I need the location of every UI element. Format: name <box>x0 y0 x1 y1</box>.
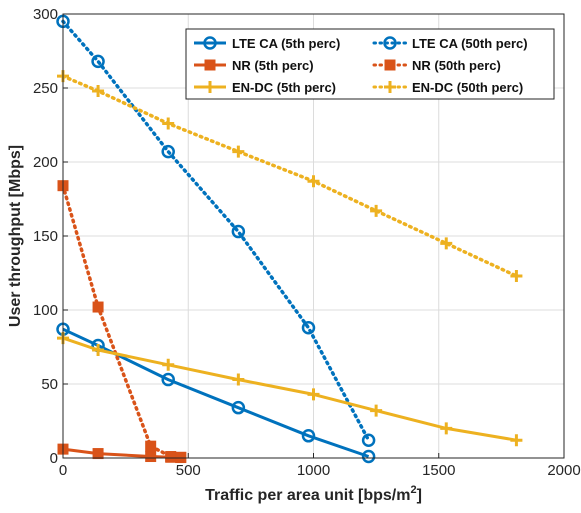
x-axis-label: Traffic per area unit [bps/m2] <box>205 484 422 504</box>
data-point <box>370 204 383 217</box>
legend-marker <box>203 36 217 50</box>
series-line <box>61 19 371 442</box>
series-line <box>61 74 519 278</box>
data-point <box>161 372 175 387</box>
series-line <box>62 336 517 442</box>
data-point <box>165 451 177 463</box>
y-tick-label: 200 <box>33 154 58 171</box>
data-point <box>361 449 376 464</box>
legend-marker <box>384 81 396 93</box>
data-point <box>301 321 316 335</box>
legend-marker <box>384 59 396 71</box>
legend-entry: NR (5th perc) <box>232 58 314 73</box>
data-point <box>162 358 175 371</box>
y-tick-label: 50 <box>41 376 58 393</box>
data-point <box>370 404 383 417</box>
x-tick-label: 0 <box>59 462 67 479</box>
x-tick-label: 1500 <box>422 462 455 479</box>
data-point <box>92 301 104 313</box>
data-point <box>440 237 453 250</box>
legend-marker <box>383 36 397 50</box>
data-point <box>92 448 104 460</box>
ticks: 0 500 1000 1500 2000 0 50 100 150 200 250 300 <box>33 6 581 479</box>
x-tick-label: 500 <box>176 462 201 479</box>
data-point <box>510 269 523 282</box>
legend-box <box>185 28 555 100</box>
x-tick-label: 1000 <box>297 462 330 479</box>
x-tick-label: 2000 <box>547 462 580 479</box>
data-point <box>161 144 175 159</box>
legend-entry: LTE CA (50th perc) <box>412 36 528 51</box>
y-tick-label: 300 <box>33 6 58 23</box>
data-point <box>440 422 453 435</box>
legend-entry: EN-DC (5th perc) <box>232 80 336 95</box>
data-point <box>92 343 105 356</box>
data-point <box>162 117 175 130</box>
data-point <box>307 175 320 188</box>
series-5 <box>57 332 523 447</box>
legend-entry: NR (50th perc) <box>412 58 501 73</box>
data-point <box>92 84 105 97</box>
data-point <box>175 451 187 463</box>
legend-marker <box>204 59 216 71</box>
series-1 <box>56 322 376 464</box>
data-point <box>231 224 246 239</box>
data-point <box>232 145 245 158</box>
y-tick-label: 250 <box>33 80 58 97</box>
data-point <box>91 54 105 69</box>
data-point <box>307 388 320 401</box>
data-point <box>510 434 523 447</box>
data-point <box>145 440 157 452</box>
y-tick-label: 100 <box>33 302 58 319</box>
y-axis-label: User throughput [Mbps] <box>7 145 24 327</box>
legend: LTE CA (5th perc) LTE CA (50th perc) NR (5… <box>185 28 555 100</box>
legend-entry: EN-DC (50th perc) <box>412 80 523 95</box>
y-tick-label: 0 <box>50 450 58 467</box>
y-tick-label: 150 <box>33 228 58 245</box>
legend-marker <box>204 81 216 93</box>
data-point <box>361 433 376 447</box>
legend-entry: LTE CA (5th perc) <box>232 36 340 51</box>
data-point <box>232 373 245 386</box>
data-point <box>145 451 157 463</box>
data-point <box>301 429 316 443</box>
data-point <box>231 400 246 415</box>
